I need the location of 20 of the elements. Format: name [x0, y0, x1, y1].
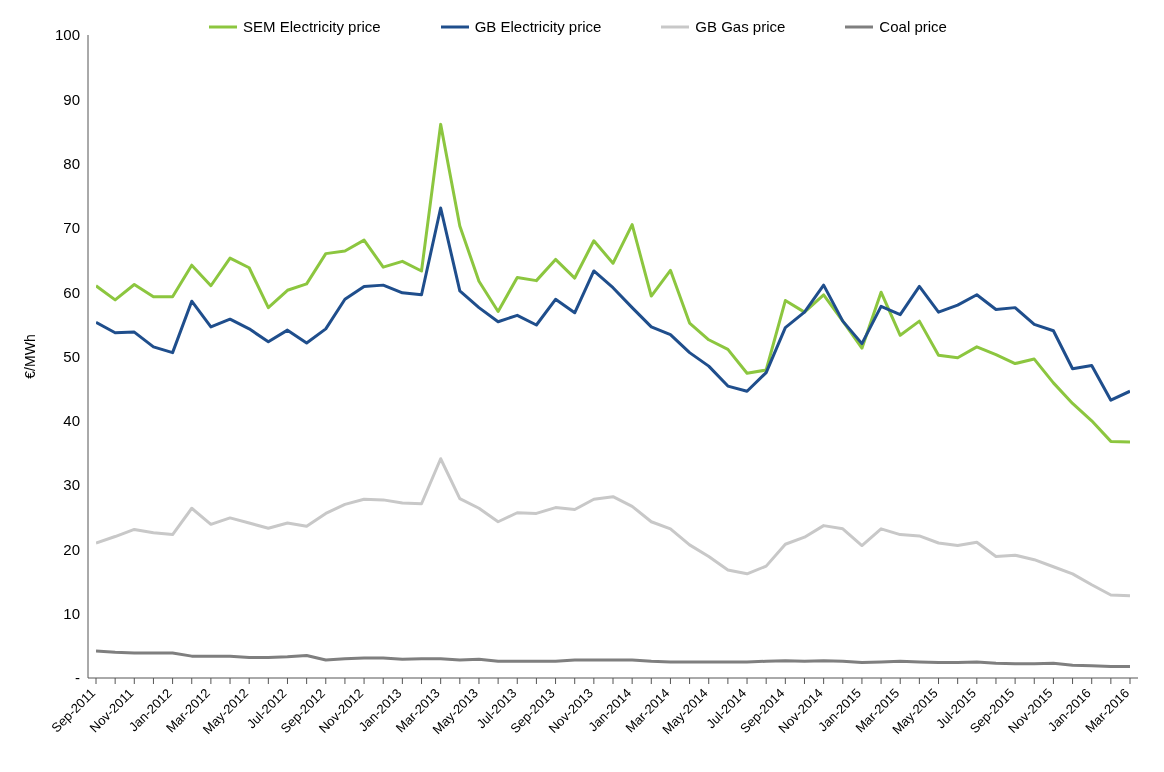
y-axis-title: €/MWh — [21, 334, 38, 379]
y-tick-label: 90 — [63, 90, 80, 108]
y-tick-label: 50 — [63, 347, 80, 365]
line-series — [96, 122, 1130, 444]
line-series — [96, 457, 1130, 598]
legend-label: GB Gas price — [694, 18, 786, 35]
y-tick-label: 10 — [63, 605, 80, 623]
line-series — [96, 649, 1130, 668]
y-tick-label: - — [75, 669, 80, 687]
y-tick-label: 80 — [63, 154, 80, 172]
y-tick-label: 20 — [63, 540, 80, 558]
line-series — [96, 206, 1130, 402]
y-tick-label: 30 — [63, 476, 80, 494]
y-tick-label: 40 — [63, 412, 80, 430]
y-tick-label: 60 — [63, 283, 80, 301]
legend-label: Coal price — [878, 18, 947, 35]
y-tick-label: 100 — [54, 26, 80, 44]
legend-label: SEM Electricity price — [242, 18, 381, 35]
y-tick-label: 70 — [63, 219, 80, 237]
legend-label: GB Electricity price — [473, 18, 602, 35]
